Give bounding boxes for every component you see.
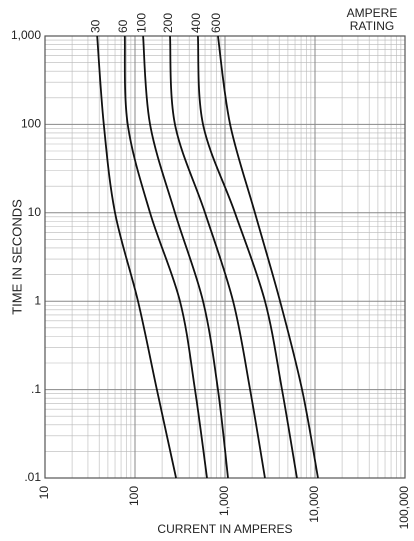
y-tick-label: 100 [21, 117, 41, 131]
x-tick-label: 1,000 [217, 486, 231, 516]
plot-frame [44, 35, 406, 479]
fuse-curve [217, 35, 319, 479]
y-axis-label: TIME IN SECONDS [9, 199, 24, 315]
legend-title: AMPERE [347, 6, 398, 20]
series-label: 30 [88, 19, 102, 33]
series-label: 60 [116, 19, 130, 33]
x-tick-label: 100,000 [397, 486, 411, 530]
fuse-curve [197, 35, 298, 479]
y-tick-label: .1 [31, 382, 41, 396]
y-tick-label: 10 [28, 205, 42, 219]
fuse-curve [169, 35, 266, 479]
fuse-curve [123, 35, 208, 479]
series-label: 400 [189, 13, 203, 33]
legend-title: RATING [350, 19, 394, 33]
fuse-curve [142, 35, 229, 479]
series-label: 100 [134, 13, 148, 33]
x-tick-label: 10 [37, 486, 51, 500]
x-tick-label: 100 [127, 486, 141, 506]
y-tick-label: 1 [34, 293, 41, 307]
y-tick-label: .01 [24, 470, 41, 484]
series-label: 200 [161, 13, 175, 33]
series-label: 600 [209, 13, 223, 33]
y-tick-label: 1,000 [11, 28, 41, 42]
fuse-curve [96, 35, 177, 479]
x-tick-label: 10,000 [307, 486, 321, 523]
x-axis-label: CURRENT IN AMPERES [157, 522, 292, 536]
